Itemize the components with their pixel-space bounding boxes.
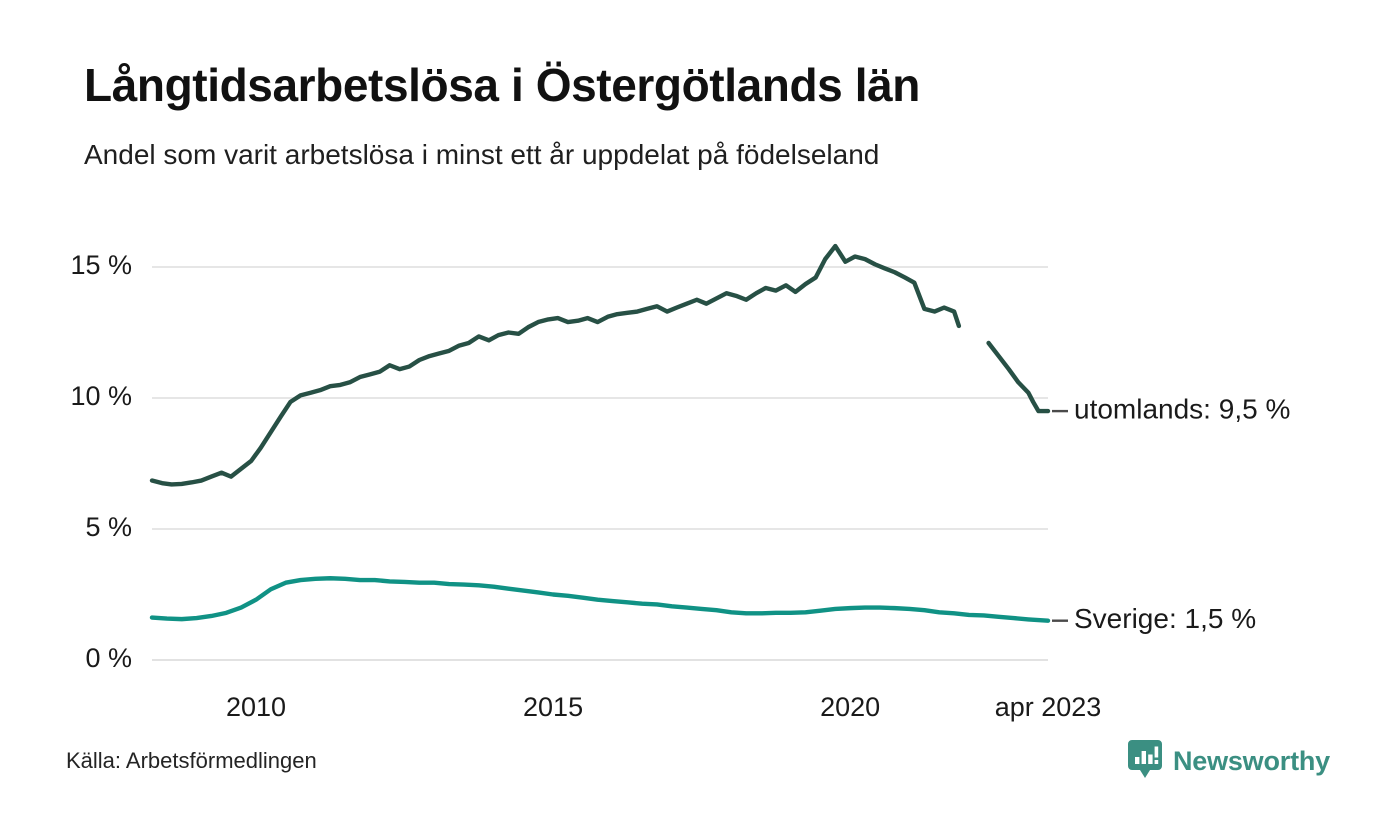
chart-footer: Källa: Arbetsförmedlingen Newsworthy [0, 736, 1400, 800]
series-label-Sverige: Sverige: 1,5 % [1074, 603, 1256, 634]
x-tick-label: 2015 [523, 692, 583, 722]
logo-wordmark: Newsworthy [1172, 745, 1330, 776]
chart-header: Långtidsarbetslösa i Östergötlands län A… [84, 59, 1324, 171]
y-tick-label: 5 % [85, 512, 132, 542]
x-axis-tick-labels: 2010 2015 2020 apr 2023 [226, 692, 1101, 722]
y-axis-tick-labels: 0 % 5 % 10 % 15 % [70, 250, 132, 673]
newsworthy-logo[interactable]: Newsworthy [1127, 740, 1330, 782]
series-end-labels: utomlands: 9,5 % Sverige: 1,5 % [1052, 393, 1290, 634]
series-lines [149, 243, 1051, 623]
y-tick-label: 10 % [70, 381, 132, 411]
bar-chart-speech-bubble-icon [1127, 740, 1162, 778]
x-tick-label: 2010 [226, 692, 286, 722]
series-line-Sverige [149, 576, 1051, 623]
chart-subtitle: Andel som varit arbetslösa i minst ett å… [84, 138, 880, 170]
series-label-utomlands: utomlands: 9,5 % [1074, 393, 1290, 424]
series-line-utomlands [149, 243, 1051, 487]
gridlines [152, 265, 1048, 662]
page-title: Långtidsarbetslösa i Östergötlands län [84, 59, 920, 111]
y-tick-label: 15 % [70, 250, 132, 280]
x-tick-label: 2020 [820, 692, 880, 722]
source-note: Källa: Arbetsförmedlingen [66, 748, 317, 773]
y-tick-label: 0 % [85, 643, 132, 673]
x-tick-label: apr 2023 [995, 692, 1102, 722]
